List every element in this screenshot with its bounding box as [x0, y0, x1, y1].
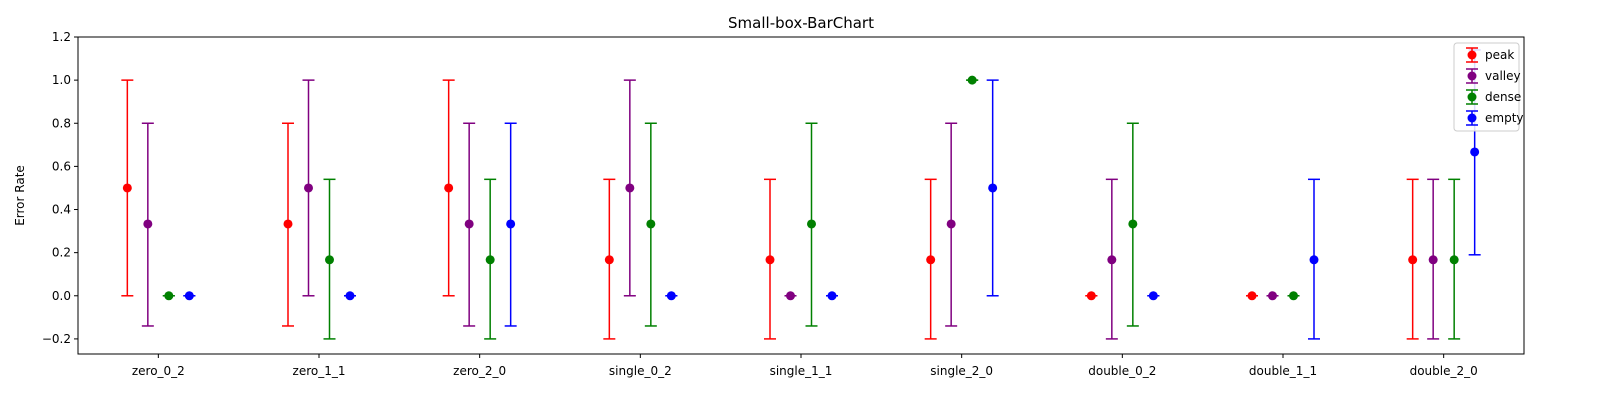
data-point — [164, 291, 174, 301]
x-tick-label: zero_0_2 — [132, 364, 185, 378]
legend-item-dense: dense — [1466, 89, 1521, 105]
x-tick-label: single_2_0 — [930, 364, 993, 378]
x-tick-label: double_0_2 — [1088, 364, 1156, 378]
legend-label: valley — [1485, 69, 1521, 83]
data-point — [325, 255, 334, 265]
legend-item-empty: empty — [1466, 110, 1524, 126]
legend-marker — [1467, 71, 1477, 81]
legend: peak valley dense empty — [1453, 42, 1524, 132]
data-point — [1148, 291, 1158, 301]
legend-box — [1453, 42, 1520, 132]
data-point — [1128, 219, 1138, 229]
plot-frame — [77, 36, 1525, 355]
data-point — [646, 219, 656, 229]
data-point — [1470, 147, 1480, 157]
data-point — [485, 255, 495, 265]
y-tick-label: 1.0 — [52, 73, 71, 87]
legend-marker — [1467, 113, 1477, 123]
x-tick-label: single_1_1 — [770, 364, 833, 378]
data-point — [967, 75, 977, 85]
data-point — [765, 255, 775, 265]
x-axis-ticks: zero_0_2 zero_1_1 zero_2_0 single_0_2 single… — [132, 354, 1478, 378]
data-point — [1268, 291, 1277, 301]
series-valley — [141, 79, 1440, 340]
data-point — [304, 183, 313, 193]
y-tick-label: 0.6 — [52, 159, 71, 173]
y-tick-label: 0.8 — [52, 116, 71, 130]
series-dense — [162, 75, 1461, 340]
data-point — [143, 219, 153, 229]
data-point — [506, 219, 516, 229]
x-tick-label: zero_1_1 — [293, 364, 346, 378]
data-point — [1086, 291, 1096, 301]
legend-marker — [1467, 50, 1477, 60]
data-point — [1428, 255, 1438, 265]
data-point — [625, 183, 635, 193]
y-tick-label: 1.2 — [52, 30, 71, 44]
data-point — [1449, 255, 1459, 265]
x-tick-label: zero_2_0 — [453, 364, 506, 378]
legend-label: dense — [1485, 90, 1521, 104]
data-point — [988, 183, 998, 193]
y-tick-label: −0.2 — [42, 332, 71, 346]
data-point — [786, 291, 795, 301]
data-point — [1247, 291, 1257, 301]
y-tick-label: 0.0 — [52, 289, 71, 303]
series-peak — [121, 79, 1419, 340]
y-tick-label: 0.4 — [52, 203, 71, 217]
data-point — [926, 255, 936, 265]
data-point — [122, 183, 132, 193]
legend-item-valley: valley — [1466, 68, 1521, 84]
x-tick-label: double_2_0 — [1410, 364, 1478, 378]
data-point — [666, 291, 676, 301]
data-point — [444, 183, 454, 193]
chart-title: Small-box-BarChart — [728, 14, 874, 32]
legend-marker — [1467, 92, 1477, 102]
y-axis-label: Error Rate — [13, 165, 27, 226]
legend-label: peak — [1485, 48, 1514, 62]
data-point — [1408, 255, 1418, 265]
data-point — [1107, 255, 1117, 265]
data-point — [827, 291, 837, 301]
chart-marks — [121, 49, 1481, 340]
x-tick-label: single_0_2 — [609, 364, 672, 378]
y-axis-ticks: −0.2 0.0 0.2 0.4 0.6 0.8 1.0 1.2 — [42, 30, 78, 346]
data-point — [604, 255, 614, 265]
legend-label: empty — [1485, 111, 1524, 125]
data-point — [1289, 291, 1298, 301]
x-tick-label: double_1_1 — [1249, 364, 1317, 378]
data-point — [464, 219, 474, 229]
data-point — [807, 219, 816, 229]
y-tick-label: 0.2 — [52, 246, 71, 260]
series-empty — [183, 49, 1481, 340]
data-point — [946, 219, 956, 229]
data-point — [345, 291, 355, 301]
data-point — [184, 291, 194, 301]
legend-item-peak: peak — [1466, 47, 1514, 63]
data-point — [283, 219, 293, 229]
data-point — [1309, 255, 1319, 265]
